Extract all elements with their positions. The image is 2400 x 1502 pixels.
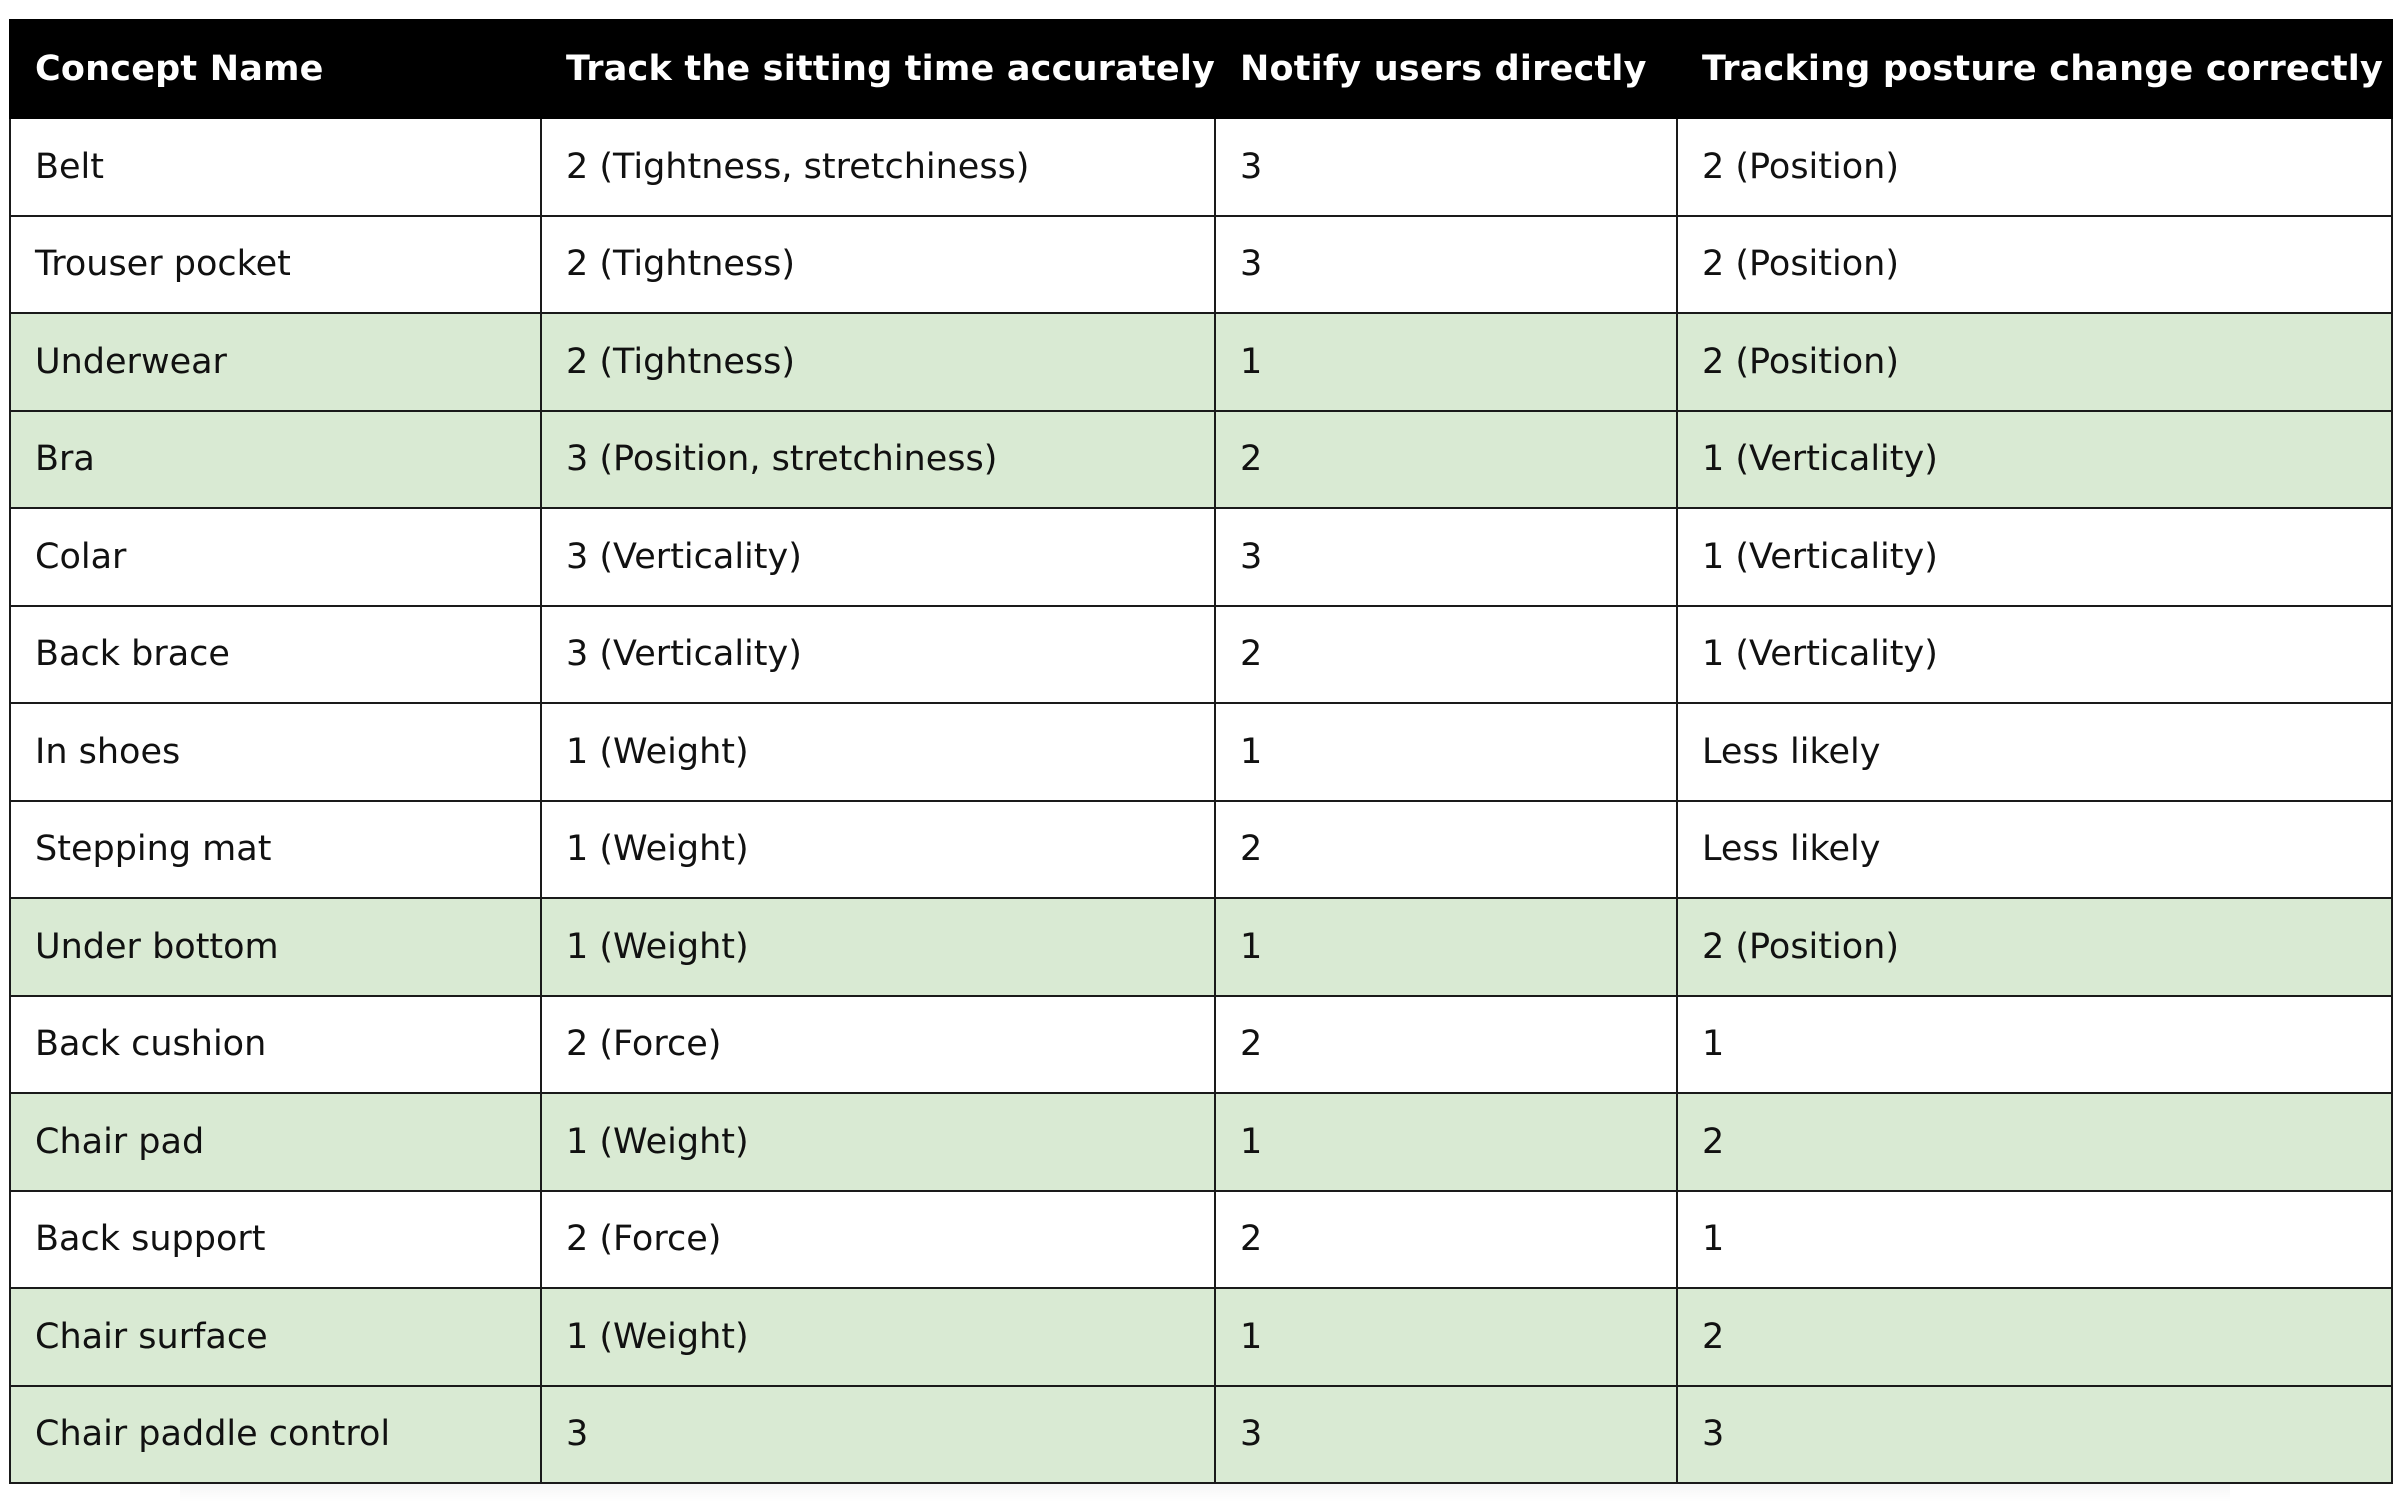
posture-change-cell: 1 (Verticality) xyxy=(1676,409,2393,509)
notify-users-cell: 2 xyxy=(1214,604,1678,704)
concept-name-cell: Colar xyxy=(9,507,542,607)
table-header: Concept Name Track the sitting time accu… xyxy=(9,19,2393,119)
notify-users-cell: 3 xyxy=(1214,507,1678,607)
posture-change-cell: 2 (Position) xyxy=(1676,312,2393,412)
table-row: Bra 3 (Position, stretchiness) 2 1 (Vertica… xyxy=(9,409,2393,509)
header-notify-users: Notify users directly xyxy=(1214,19,1678,119)
sitting-time-cell: 2 (Tightness, stretchiness) xyxy=(540,117,1216,217)
sitting-time-cell: 3 xyxy=(540,1384,1216,1484)
header-tracking-posture-change: Tracking posture change correctly xyxy=(1676,19,2393,119)
sitting-time-cell: 1 (Weight) xyxy=(540,897,1216,997)
posture-change-cell: 2 xyxy=(1676,1287,2393,1387)
notify-users-cell: 3 xyxy=(1214,214,1678,314)
concept-name-cell: Back brace xyxy=(9,604,542,704)
table-row: Belt 2 (Tightness, stretchiness) 3 2 (Posit… xyxy=(9,117,2393,217)
posture-change-cell: Less likely xyxy=(1676,799,2393,899)
sitting-time-cell: 2 (Force) xyxy=(540,994,1216,1094)
concept-name-cell: Belt xyxy=(9,117,542,217)
table-row: Under bottom 1 (Weight) 1 2 (Position) xyxy=(9,897,2393,997)
notify-users-cell: 1 xyxy=(1214,1092,1678,1192)
table-row: Back brace 3 (Verticality) 2 1 (Verticality… xyxy=(9,604,2393,704)
table-row: Trouser pocket 2 (Tightness) 3 2 (Position) xyxy=(9,214,2393,314)
table-row: Chair paddle control 3 3 3 xyxy=(9,1384,2393,1484)
concept-name-cell: Bra xyxy=(9,409,542,509)
header-row: Concept Name Track the sitting time accu… xyxy=(9,19,2393,119)
posture-change-cell: 1 xyxy=(1676,994,2393,1094)
sitting-time-cell: 3 (Position, stretchiness) xyxy=(540,409,1216,509)
notify-users-cell: 2 xyxy=(1214,994,1678,1094)
sitting-time-cell: 2 (Force) xyxy=(540,1189,1216,1289)
posture-change-cell: 1 xyxy=(1676,1189,2393,1289)
posture-change-cell: 2 (Position) xyxy=(1676,117,2393,217)
sitting-time-cell: 1 (Weight) xyxy=(540,799,1216,899)
posture-change-cell: 3 xyxy=(1676,1384,2393,1484)
table-row: Stepping mat 1 (Weight) 2 Less likely xyxy=(9,799,2393,899)
header-track-sitting-time: Track the sitting time accurately xyxy=(540,19,1216,119)
notify-users-cell: 1 xyxy=(1214,312,1678,412)
table-row: Back cushion 2 (Force) 2 1 xyxy=(9,994,2393,1094)
sitting-time-cell: 3 (Verticality) xyxy=(540,604,1216,704)
notify-users-cell: 3 xyxy=(1214,117,1678,217)
concept-name-cell: Stepping mat xyxy=(9,799,542,899)
posture-change-cell: 1 (Verticality) xyxy=(1676,604,2393,704)
table-row: Chair pad 1 (Weight) 1 2 xyxy=(9,1092,2393,1192)
posture-change-cell: Less likely xyxy=(1676,702,2393,802)
concept-name-cell: In shoes xyxy=(9,702,542,802)
posture-change-cell: 2 xyxy=(1676,1092,2393,1192)
sitting-time-cell: 1 (Weight) xyxy=(540,702,1216,802)
concept-name-cell: Back support xyxy=(9,1189,542,1289)
sitting-time-cell: 2 (Tightness) xyxy=(540,214,1216,314)
concept-name-cell: Under bottom xyxy=(9,897,542,997)
concept-name-cell: Back cushion xyxy=(9,994,542,1094)
concept-comparison-table: Concept Name Track the sitting time accu… xyxy=(9,19,2393,1484)
notify-users-cell: 1 xyxy=(1214,1287,1678,1387)
posture-change-cell: 2 (Position) xyxy=(1676,897,2393,997)
sitting-time-cell: 2 (Tightness) xyxy=(540,312,1216,412)
table-row: In shoes 1 (Weight) 1 Less likely xyxy=(9,702,2393,802)
posture-change-cell: 2 (Position) xyxy=(1676,214,2393,314)
sitting-time-cell: 1 (Weight) xyxy=(540,1287,1216,1387)
notify-users-cell: 2 xyxy=(1214,799,1678,899)
table-row: Colar 3 (Verticality) 3 1 (Verticality) xyxy=(9,507,2393,607)
table-row: Back support 2 (Force) 2 1 xyxy=(9,1189,2393,1289)
notify-users-cell: 2 xyxy=(1214,1189,1678,1289)
posture-change-cell: 1 (Verticality) xyxy=(1676,507,2393,607)
table-row: Chair surface 1 (Weight) 1 2 xyxy=(9,1287,2393,1387)
sitting-time-cell: 3 (Verticality) xyxy=(540,507,1216,607)
notify-users-cell: 1 xyxy=(1214,702,1678,802)
table-body: Belt 2 (Tightness, stretchiness) 3 2 (Posit… xyxy=(9,117,2393,1484)
concept-name-cell: Chair paddle control xyxy=(9,1384,542,1484)
concept-name-cell: Chair pad xyxy=(9,1092,542,1192)
notify-users-cell: 1 xyxy=(1214,897,1678,997)
concept-name-cell: Chair surface xyxy=(9,1287,542,1387)
notify-users-cell: 3 xyxy=(1214,1384,1678,1484)
notify-users-cell: 2 xyxy=(1214,409,1678,509)
header-concept-name: Concept Name xyxy=(9,19,542,119)
concept-name-cell: Underwear xyxy=(9,312,542,412)
concept-name-cell: Trouser pocket xyxy=(9,214,542,314)
sitting-time-cell: 1 (Weight) xyxy=(540,1092,1216,1192)
table-row: Underwear 2 (Tightness) 1 2 (Position) xyxy=(9,312,2393,412)
